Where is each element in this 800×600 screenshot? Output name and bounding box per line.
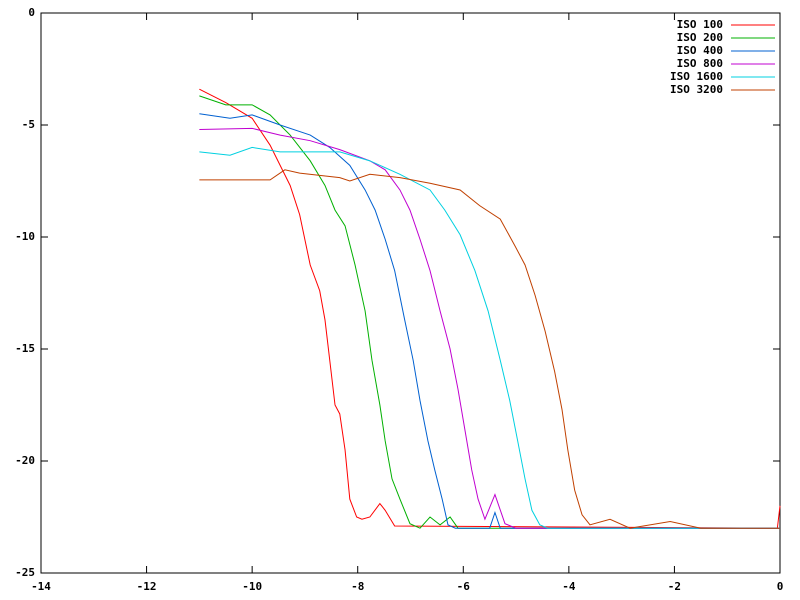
- series-line: [199, 146, 780, 529]
- legend-label: ISO 3200: [670, 83, 723, 96]
- x-tick-label: -4: [562, 580, 576, 593]
- y-tick-label: -20: [15, 454, 35, 467]
- legend-label: ISO 100: [677, 18, 723, 31]
- series-line: [199, 169, 780, 529]
- series-line: [199, 88, 781, 529]
- plot-frame: [40, 12, 781, 574]
- y-tick-label: -15: [15, 342, 35, 355]
- legend-label: ISO 400: [677, 44, 723, 57]
- series-line: [199, 127, 780, 529]
- x-tick-label: -14: [31, 580, 51, 593]
- x-tick-label: -8: [351, 580, 364, 593]
- x-tick-label: -6: [457, 580, 471, 593]
- legend-label: ISO 1600: [670, 70, 723, 83]
- x-tick-label: -2: [668, 580, 681, 593]
- y-tick-label: -10: [15, 230, 35, 243]
- x-tick-label: -12: [137, 580, 157, 593]
- y-tick-label: -25: [15, 566, 35, 579]
- x-tick-label: -10: [242, 580, 262, 593]
- x-tick-label: 0: [777, 580, 784, 593]
- series-line: [199, 113, 780, 529]
- series-line: [199, 95, 780, 529]
- y-tick-label: 0: [28, 6, 35, 19]
- y-tick-label: -5: [22, 118, 35, 131]
- legend-label: ISO 800: [677, 57, 723, 70]
- legend-label: ISO 200: [677, 31, 723, 44]
